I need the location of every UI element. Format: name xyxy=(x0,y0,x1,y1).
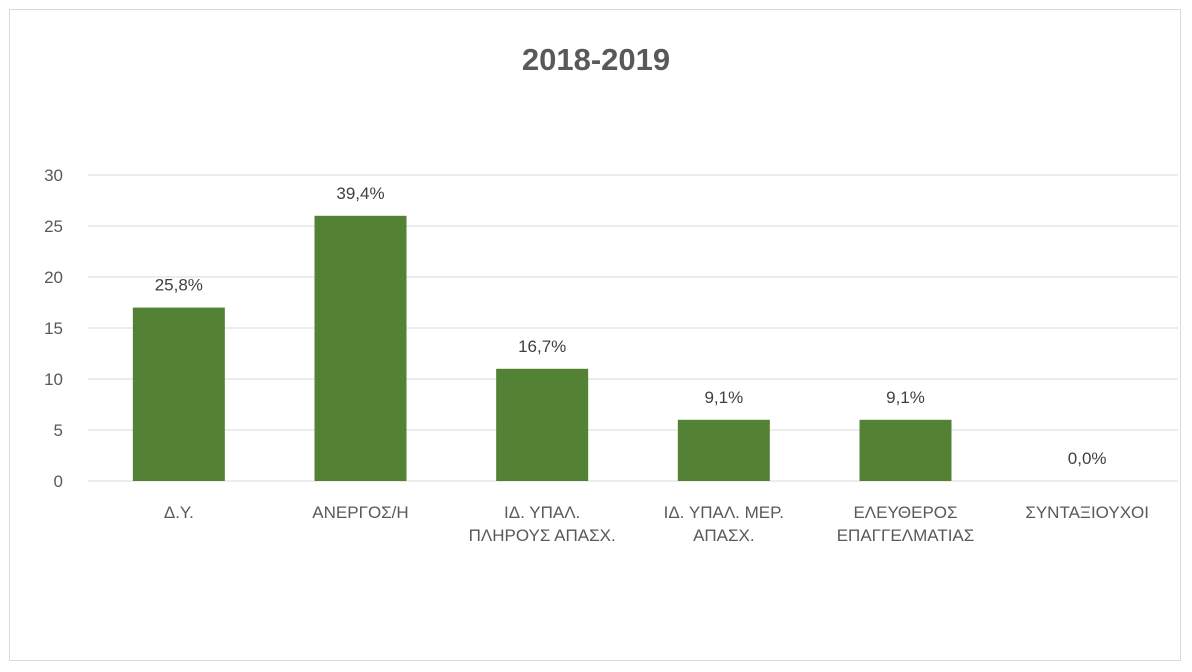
data-label: 16,7% xyxy=(518,337,566,356)
bar xyxy=(496,368,589,481)
category-label: ΑΝΕΡΓΟΣ/Η xyxy=(312,503,408,522)
category-label: Δ.Υ. xyxy=(164,503,194,522)
category-label: ΑΠΑΣΧ. xyxy=(693,526,755,545)
category-label: ΕΛΕΥΘΕΡΟΣ xyxy=(853,503,957,522)
category-label: ΣΥΝΤΑΞΙΟΥΧΟΙ xyxy=(1025,503,1149,522)
y-tick-label: 20 xyxy=(44,268,63,287)
category-label: ΠΛΗΡΟΥΣ ΑΠΑΣΧ. xyxy=(469,526,616,545)
y-tick-label: 25 xyxy=(44,217,63,236)
y-tick-label: 5 xyxy=(54,421,63,440)
data-label: 0,0% xyxy=(1068,449,1107,468)
data-label: 25,8% xyxy=(155,276,203,295)
bar xyxy=(132,307,225,481)
y-tick-label: 0 xyxy=(54,472,63,491)
chart-title: 2018-2019 xyxy=(521,42,671,77)
data-label: 9,1% xyxy=(886,388,925,407)
bar xyxy=(677,419,770,481)
category-label: ΕΠΑΓΓΕΛΜΑΤΙΑΣ xyxy=(837,526,975,545)
data-label: 9,1% xyxy=(704,388,743,407)
bar xyxy=(859,419,952,481)
category-label: ΙΔ. ΥΠΑΛ. xyxy=(504,503,580,522)
category-label: ΙΔ. ΥΠΑΛ. ΜΕΡ. xyxy=(664,503,784,522)
y-tick-label: 30 xyxy=(44,166,63,185)
data-label: 39,4% xyxy=(336,184,384,203)
y-tick-label: 10 xyxy=(44,370,63,389)
y-tick-label: 15 xyxy=(44,319,63,338)
bar xyxy=(314,215,407,482)
